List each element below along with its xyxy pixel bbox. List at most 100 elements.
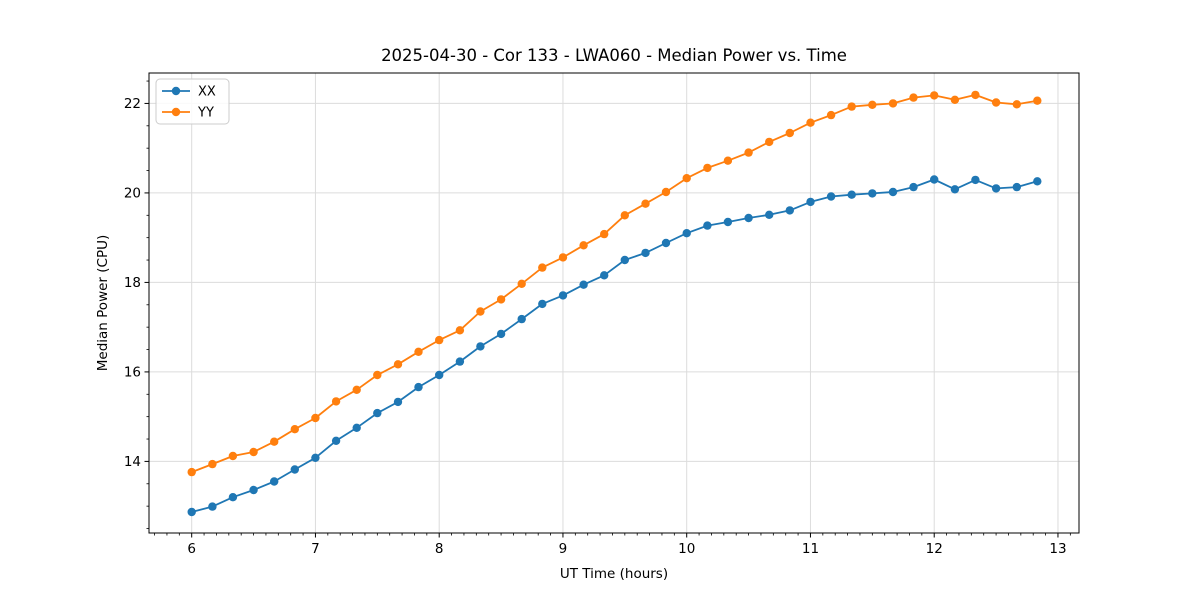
data-point-XX [847,190,856,199]
x-tick-label: 11 [802,541,819,557]
y-tick-label: 18 [124,275,141,291]
data-point-XX [455,357,465,366]
data-point-XX [806,197,815,207]
chart-title: 2025-04-30 - Cor 133 - LWA060 - Median P… [381,46,847,65]
data-point-XX [661,238,671,248]
data-point-YY [187,467,196,477]
data-point-XX [682,229,691,238]
data-point-XX [517,314,526,324]
data-point-YY [847,102,856,111]
data-point-XX [414,382,423,392]
plot-area [149,73,1079,533]
data-point-YY [930,91,939,100]
data-point-XX [228,493,238,502]
data-point-XX [909,182,918,192]
data-point-YY [352,385,361,394]
data-point-XX [703,221,712,230]
data-point-YY [682,174,691,183]
data-point-XX [888,187,898,197]
data-point-YY [888,99,898,108]
x-tick-label: 8 [435,541,444,557]
data-point-YY [744,148,753,157]
data-point-XX [393,397,403,407]
x-tick-label: 7 [311,541,320,557]
data-point-YY [806,118,815,127]
data-point-XX [187,507,196,517]
data-point-YY [538,263,547,272]
data-point-XX [1012,182,1021,192]
data-point-YY [373,370,382,380]
data-point-YY [311,413,320,423]
data-point-XX [971,175,980,185]
data-point-XX [785,206,794,215]
data-point-XX [270,477,279,486]
x-tick-label: 10 [678,541,695,557]
data-point-YY [228,451,238,461]
data-point-YY [868,100,877,110]
legend-label: XX [198,85,216,100]
data-point-XX [496,329,506,339]
legend-label: YY [197,106,214,121]
data-point-XX [723,217,733,227]
data-point-XX [579,280,588,289]
data-point-XX [476,342,485,351]
data-point-YY [208,459,217,469]
data-point-YY [496,295,506,304]
data-point-YY [414,347,423,356]
data-point-XX [558,291,568,300]
data-point-YY [785,128,794,138]
data-point-YY [661,187,671,197]
legend-marker [171,107,181,117]
data-point-YY [517,279,526,288]
data-point-XX [352,423,361,432]
data-point-XX [538,299,547,309]
data-point-YY [723,156,733,165]
legend-marker [171,86,181,96]
data-point-XX [950,185,960,194]
data-point-XX [600,271,609,280]
data-point-XX [826,192,836,201]
data-point-XX [208,502,217,511]
x-axis-label: UT Time (hours) [560,566,668,582]
data-point-YY [909,93,918,102]
y-tick-label: 14 [124,454,141,470]
data-point-XX [373,408,382,418]
y-tick-label: 20 [124,186,141,202]
plot-spines [148,72,1080,534]
data-point-YY [249,447,258,457]
y-axis-label: Median Power (CPU) [95,235,111,371]
data-point-XX [249,485,258,495]
data-point-YY [270,437,279,446]
data-point-YY [950,95,960,105]
legend-box [155,78,230,125]
data-point-XX [331,436,341,445]
data-point-YY [641,199,650,208]
data-point-YY [393,360,403,369]
data-point-XX [868,189,877,198]
data-point-YY [331,397,341,406]
data-point-YY [435,335,444,345]
x-tick-label: 13 [1049,541,1066,557]
data-point-XX [641,248,650,258]
data-point-YY [476,307,485,316]
x-tick-label: 6 [187,541,196,557]
data-point-YY [826,110,836,120]
y-tick-label: 22 [124,96,141,112]
data-point-YY [455,326,465,335]
data-point-YY [558,253,568,262]
x-tick-label: 9 [559,541,568,557]
data-point-YY [703,163,712,173]
data-point-YY [620,211,629,220]
data-point-XX [620,255,629,265]
data-point-YY [1012,100,1021,109]
data-point-XX [744,213,753,223]
data-point-YY [971,90,980,100]
data-point-YY [991,98,1001,107]
data-point-YY [600,229,609,239]
data-point-YY [765,137,774,147]
data-point-XX [435,370,444,380]
data-point-XX [311,453,320,462]
data-point-XX [1033,177,1042,186]
